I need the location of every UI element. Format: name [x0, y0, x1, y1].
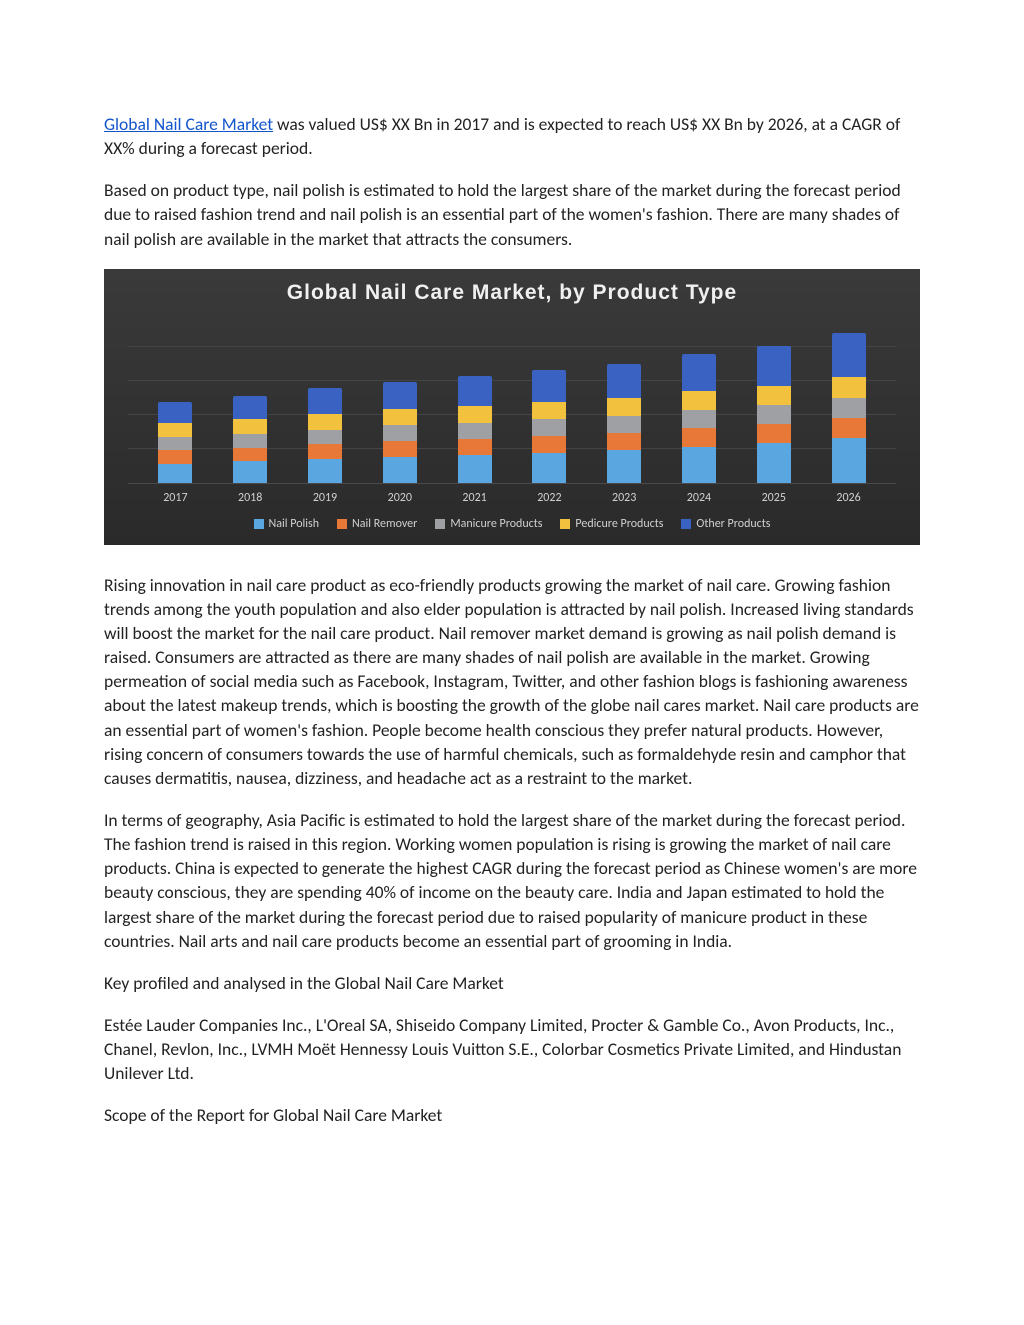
bar-segment — [233, 448, 267, 462]
bar — [682, 354, 716, 483]
legend-label: Pedicure Products — [575, 516, 663, 533]
bar-segment — [757, 405, 791, 424]
legend-label: Nail Polish — [269, 516, 320, 533]
legend-item: Nail Polish — [254, 516, 320, 533]
bar — [158, 402, 192, 483]
bar — [383, 382, 417, 483]
bar-segment — [757, 346, 791, 386]
bar-segment — [757, 443, 791, 482]
bar-segment — [607, 433, 641, 450]
x-tick-label: 2021 — [458, 490, 492, 507]
bar-segment — [308, 430, 342, 445]
legend-swatch — [560, 519, 570, 529]
legend-label: Manicure Products — [450, 516, 542, 533]
chart-title: Global Nail Care Market, by Product Type — [104, 279, 920, 314]
bar-segment — [158, 437, 192, 450]
bar-segment — [233, 461, 267, 482]
bar — [607, 364, 641, 483]
legend-label: Other Products — [696, 516, 770, 533]
bar-segment — [832, 398, 866, 418]
legend-label: Nail Remover — [352, 516, 417, 533]
bar-segment — [682, 354, 716, 391]
bar-segment — [682, 428, 716, 446]
chart-legend: Nail Polish Nail Remover Manicure Products… — [104, 516, 920, 533]
paragraph-2: Based on product type, nail polish is es… — [104, 178, 920, 250]
bar-segment — [233, 434, 267, 448]
bar-segment — [158, 423, 192, 437]
bar-segment — [458, 406, 492, 423]
legend-item: Other Products — [681, 516, 770, 533]
legend-swatch — [337, 519, 347, 529]
bar-segment — [158, 402, 192, 423]
chart-container: Global Nail Care Market, by Product Type… — [104, 269, 920, 545]
paragraph-7: Scope of the Report for Global Nail Care… — [104, 1103, 920, 1127]
bar-segment — [383, 425, 417, 441]
bar-segment — [832, 333, 866, 378]
bar-segment — [458, 423, 492, 439]
legend-item: Pedicure Products — [560, 516, 663, 533]
bar-segment — [757, 424, 791, 443]
bar-segment — [607, 416, 641, 433]
paragraph-6: Estée Lauder Companies Inc., L'Oreal SA,… — [104, 1013, 920, 1085]
legend-swatch — [435, 519, 445, 529]
bar-segment — [532, 419, 566, 436]
x-tick-label: 2025 — [757, 490, 791, 507]
bar-segment — [308, 444, 342, 459]
x-tick-label: 2024 — [682, 490, 716, 507]
bar-segment — [607, 364, 641, 398]
bar-segment — [233, 419, 267, 434]
bar-segment — [682, 410, 716, 428]
bar-segment — [682, 391, 716, 410]
bar-segment — [757, 386, 791, 405]
bar — [532, 370, 566, 483]
bar — [458, 376, 492, 482]
bar-segment — [458, 376, 492, 406]
bar-segment — [532, 453, 566, 483]
intro-paragraph: Global Nail Care Market was valued US$ X… — [104, 112, 920, 160]
x-tick-label: 2017 — [158, 490, 192, 507]
x-tick-label: 2026 — [832, 490, 866, 507]
bar-segment — [158, 450, 192, 464]
x-tick-label: 2019 — [308, 490, 342, 507]
legend-item: Manicure Products — [435, 516, 542, 533]
market-link[interactable]: Global Nail Care Market — [104, 113, 273, 135]
paragraph-5: Key profiled and analysed in the Global … — [104, 971, 920, 995]
bar-segment — [532, 402, 566, 419]
bar — [233, 396, 267, 483]
bar-segment — [233, 396, 267, 419]
bar-segment — [607, 450, 641, 483]
bar-segment — [158, 464, 192, 483]
bar-segment — [458, 455, 492, 483]
legend-item: Nail Remover — [337, 516, 417, 533]
bar-segment — [832, 438, 866, 483]
bar-segment — [308, 388, 342, 414]
legend-swatch — [681, 519, 691, 529]
bar-segment — [383, 382, 417, 410]
bar-segment — [532, 370, 566, 402]
legend-swatch — [254, 519, 264, 529]
paragraph-3: Rising innovation in nail care product a… — [104, 573, 920, 790]
bar-segment — [607, 398, 641, 416]
bar-segment — [308, 459, 342, 482]
bar-segment — [832, 377, 866, 397]
x-tick-label: 2023 — [607, 490, 641, 507]
bar-segment — [458, 439, 492, 455]
x-tick-label: 2022 — [532, 490, 566, 507]
bar-segment — [682, 447, 716, 483]
x-tick-label: 2020 — [383, 490, 417, 507]
bar-segment — [832, 418, 866, 438]
bar-segment — [383, 457, 417, 483]
bar — [832, 333, 866, 483]
bar-segment — [532, 436, 566, 453]
paragraph-4: In terms of geography, Asia Pacific is e… — [104, 808, 920, 953]
chart-plot-area — [128, 314, 896, 484]
bar-segment — [383, 409, 417, 425]
x-tick-label: 2018 — [233, 490, 267, 507]
bar — [308, 388, 342, 483]
bar — [757, 346, 791, 483]
chart-x-axis: 2017 2018 2019 2020 2021 2022 2023 2024 2025 2026 — [128, 490, 896, 507]
bar-segment — [383, 441, 417, 457]
bar-segment — [308, 414, 342, 430]
